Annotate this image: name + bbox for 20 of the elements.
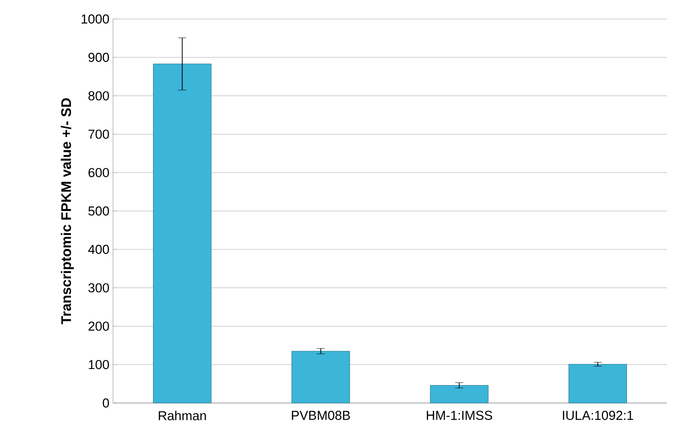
- y-axis-title: Transcriptomic FPKM value +/- SD: [60, 98, 74, 324]
- bar: [430, 385, 488, 404]
- bar: [153, 64, 212, 404]
- y-tick-label: 800: [88, 91, 109, 100]
- y-tick-label: 500: [88, 206, 109, 216]
- y-tick-label: 600: [88, 168, 109, 178]
- y-tick-label: 700: [88, 130, 109, 139]
- x-tick-label: HM-1:IMSS: [426, 410, 492, 420]
- y-tick-label: 900: [88, 52, 109, 62]
- y-tick-label: 400: [88, 244, 109, 254]
- x-tick-label: Rahman: [158, 410, 206, 420]
- y-tick-label: 100: [88, 360, 109, 370]
- y-tick-label: 200: [88, 322, 109, 331]
- bar: [292, 350, 350, 404]
- bar: [568, 364, 627, 404]
- y-tick-label: 1000: [82, 14, 109, 24]
- y-tick-label: 0: [102, 398, 109, 408]
- x-tick-label: IULA:1092:1: [562, 410, 634, 420]
- x-tick-label: PVBM08B: [292, 410, 350, 420]
- y-tick-label: 300: [88, 283, 109, 292]
